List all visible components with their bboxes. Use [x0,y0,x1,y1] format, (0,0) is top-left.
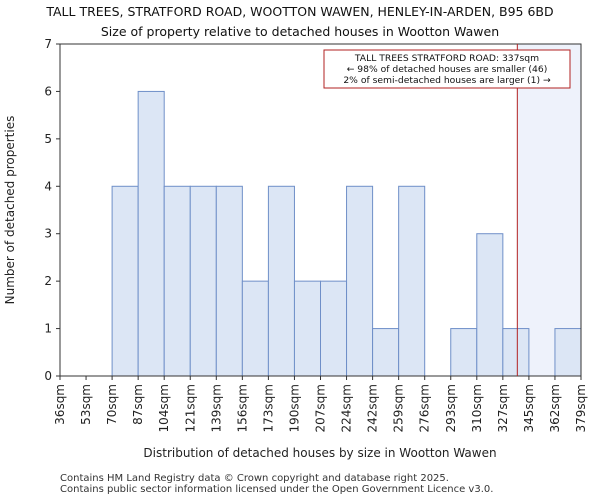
y-tick-label: 5 [44,132,52,146]
footer-line-1: Contains HM Land Registry data © Crown c… [60,473,449,484]
x-tick-label: 156sqm [235,384,249,432]
y-tick-label: 7 [44,37,52,51]
histogram-bar [293,280,322,377]
x-tick-label: 104sqm [157,384,171,432]
x-tick-label: 87sqm [131,384,145,425]
larger-region-highlight [517,44,581,376]
x-tick-label: 362sqm [548,384,562,432]
annotation-line: ← 98% of detached houses are smaller (46… [347,64,548,75]
x-tick-label: 293sqm [444,384,458,432]
histogram-bar [476,233,504,377]
histogram-bar [398,185,426,377]
histogram-bar [450,328,478,377]
x-tick-label: 173sqm [261,384,275,432]
x-tick-label: 345sqm [522,384,536,432]
y-axis-label: Number of detached properties [3,116,17,305]
y-tick-label: 6 [44,84,52,98]
chart-subtitle: Size of property relative to detached ho… [100,24,500,39]
histogram-bar [320,280,348,377]
chart-title-block: TALL TREES, STRATFORD ROAD, WOOTTON WAWE… [0,2,600,42]
histogram-bar [111,185,139,377]
chart-title: TALL TREES, STRATFORD ROAD, WOOTTON WAWE… [46,4,554,19]
x-tick-label: 70sqm [105,384,119,425]
histogram-bar [241,280,269,377]
histogram-bar [267,185,295,377]
x-tick-label: 207sqm [314,384,328,432]
x-tick-label: 379sqm [574,384,588,432]
histogram-chart: 0 1 2 3 4 5 6 7 36sqm 53sqm 70sqm 87sqm 104sqm 121sqm… [3,37,588,460]
x-tick-label: 190sqm [287,384,301,432]
y-tick-label: 1 [44,322,52,336]
histogram-bar [554,328,582,377]
x-tick-label: 53sqm [79,384,93,425]
x-tick-label: 224sqm [340,384,354,432]
x-axis-label: Distribution of detached houses by size … [143,446,496,460]
x-tick-label: 139sqm [209,384,223,432]
histogram-bar [502,328,530,377]
histogram-bar [163,185,191,377]
x-tick-label: 259sqm [392,384,406,432]
y-tick-label: 2 [44,274,52,288]
y-tick-label: 3 [44,227,52,241]
x-tick-label: 327sqm [496,384,510,432]
x-tick-label: 310sqm [470,384,484,432]
histogram-bar [215,185,243,377]
x-tick-label: 242sqm [366,384,380,432]
histogram-bar [137,90,165,377]
annotation-line: 2% of semi-detached houses are larger (1… [343,75,551,86]
annotation-line: TALL TREES STRATFORD ROAD: 337sqm [354,53,539,64]
x-tick-label: 276sqm [418,384,432,432]
x-tick-label: 121sqm [183,384,197,432]
footer-line-2: Contains public sector information licen… [60,483,494,495]
histogram-bar [189,185,217,377]
y-tick-label: 0 [44,369,52,383]
y-tick-label: 4 [44,179,52,193]
footer: Contains HM Land Registry data © Crown c… [60,473,494,495]
annotation-box [323,49,571,89]
histogram-bar [372,328,400,377]
x-tick-label: 36sqm [53,384,67,425]
histogram-bar [346,185,374,377]
